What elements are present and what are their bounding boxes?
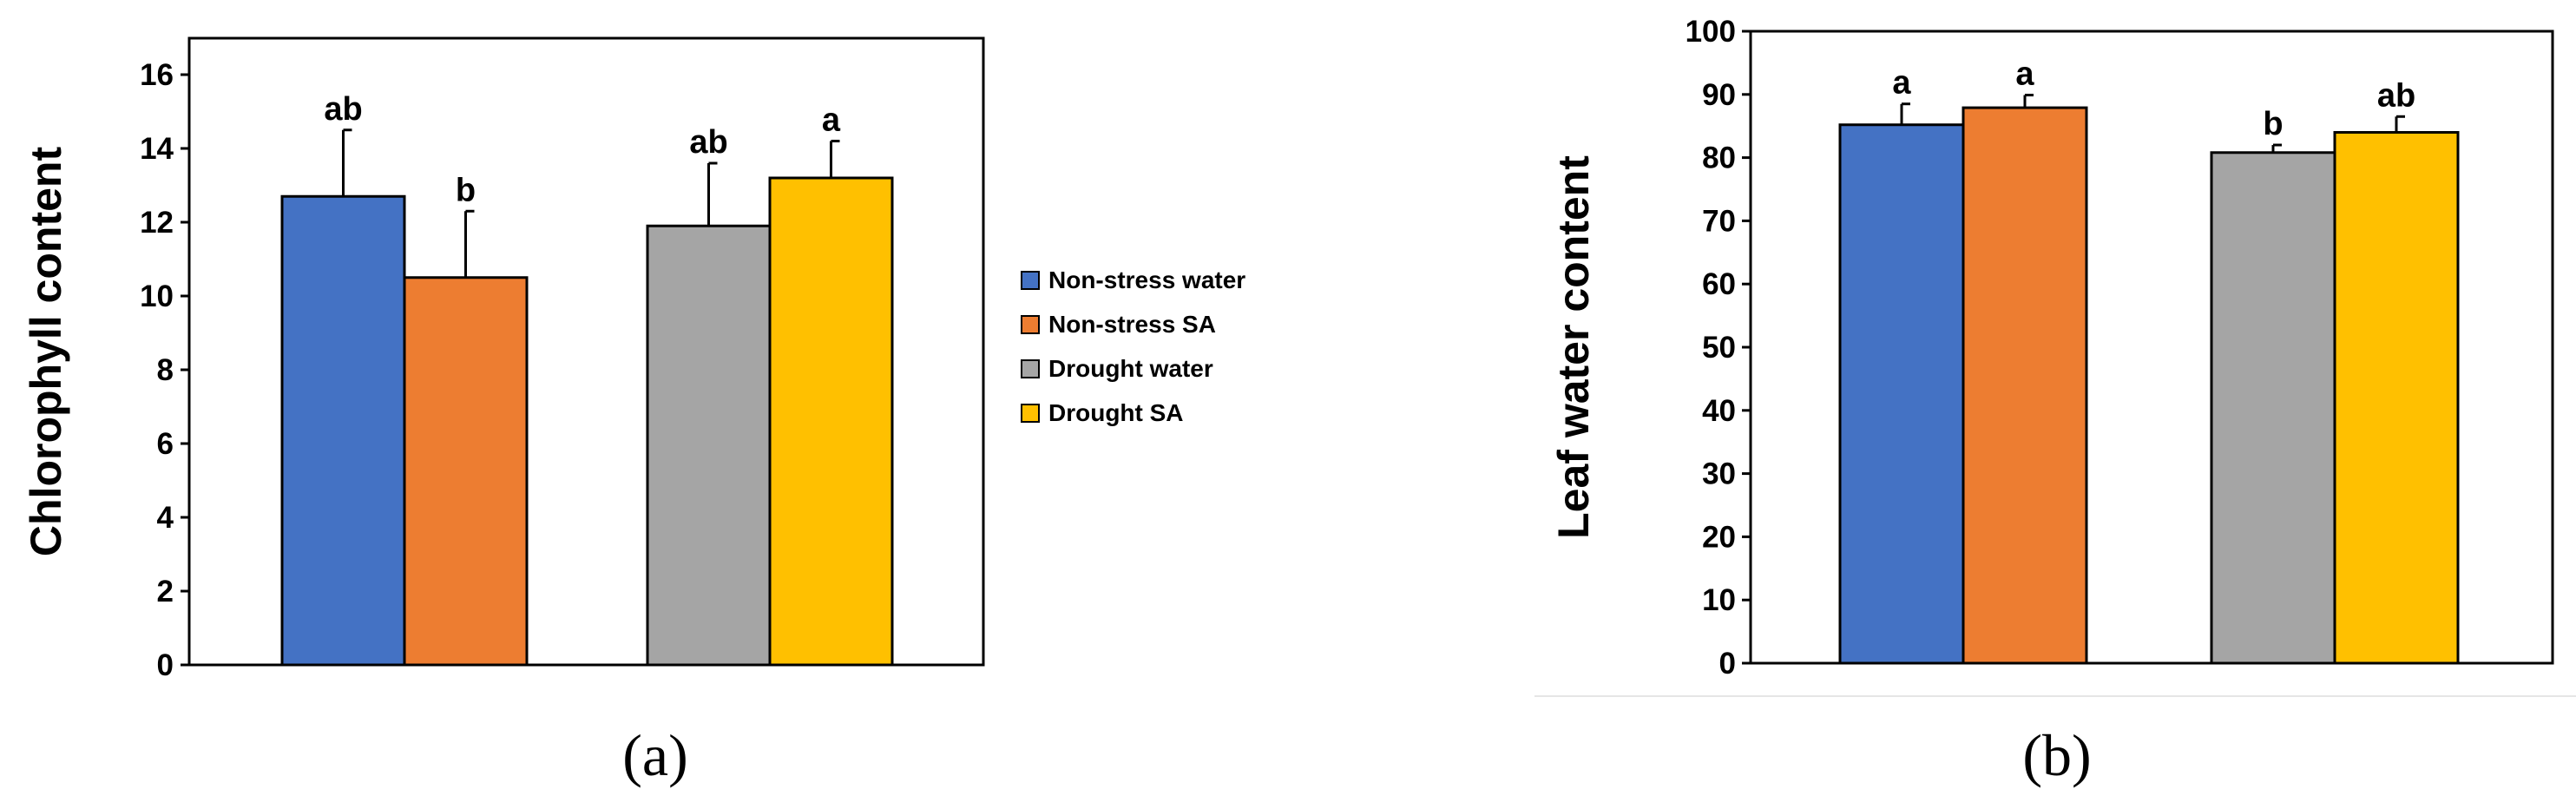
legend-label: Non-stress water <box>1048 266 1245 293</box>
panel-b-y-tick-label: 70 <box>1702 204 1736 238</box>
legend: Non-stress water Non-stress SA Drought wat… <box>1021 266 1245 426</box>
panel-a-significance-letter: b <box>456 172 476 208</box>
panel-a-bar <box>403 276 529 667</box>
panel-b-significance-letter: a <box>2015 56 2034 93</box>
panel-b-caption: (b) <box>2022 722 2091 788</box>
legend-swatch <box>1021 359 1040 378</box>
panel-b-bar <box>1838 123 1965 665</box>
panel-a-y-tick-label: 4 <box>157 501 174 535</box>
panel-b-bar <box>2210 151 2336 665</box>
panel-a-y-tick-label: 0 <box>157 648 174 682</box>
panel-b-significance-letter: b <box>2263 106 2283 142</box>
panel-b-y-tick-label: 60 <box>1702 267 1736 301</box>
panel-b-bar <box>1962 106 2088 665</box>
panel-b-y-tick-label: 50 <box>1702 331 1736 365</box>
panel-a-y-tick-label: 8 <box>157 353 174 387</box>
panel-a-significance-letter: ab <box>324 91 362 128</box>
panel-a-significance-letter: ab <box>689 124 727 161</box>
legend-label: Drought water <box>1048 355 1213 382</box>
legend-swatch <box>1021 315 1040 334</box>
panel-a-significance-letter: a <box>822 102 841 139</box>
panel-b-y-tick-label: 100 <box>1686 15 1736 49</box>
panel-b-significance-letter: a <box>1892 65 1911 102</box>
panel-b-y-tick-label: 0 <box>1719 647 1736 681</box>
legend-label: Drought SA <box>1048 399 1184 426</box>
panel-a-bar <box>280 194 406 667</box>
panel-b-y-axis-label: Leaf water content <box>1549 155 1598 539</box>
panel-a-y-tick-label: 14 <box>140 132 174 166</box>
panel-b-significance-letter: ab <box>2377 77 2415 114</box>
panel-a-chart: 0 2 4 6 8 10 12 14 16 ab b ab a Chlorophyll content… <box>22 36 985 788</box>
panel-a-bar <box>768 176 894 667</box>
panel-a-y-tick-label: 16 <box>140 58 174 92</box>
legend-label: Non-stress SA <box>1048 311 1216 338</box>
panel-a-y-tick-label: 6 <box>157 427 174 461</box>
panel-a-y-tick-label: 2 <box>157 575 174 608</box>
panel-a-bar <box>646 224 772 667</box>
panel-b-y-tick-label: 10 <box>1702 583 1736 617</box>
panel-b-y-tick-label: 90 <box>1702 78 1736 112</box>
panel-a-y-tick-label: 12 <box>140 206 174 240</box>
legend-swatch <box>1021 271 1040 290</box>
panel-b-y-tick-label: 80 <box>1702 141 1736 175</box>
panel-b-bar <box>2333 130 2460 665</box>
panel-a-y-tick-label: 10 <box>140 280 174 313</box>
panel-b-y-tick-label: 30 <box>1702 457 1736 491</box>
panel-b-y-tick-label: 40 <box>1702 394 1736 428</box>
legend-swatch <box>1021 404 1040 423</box>
panel-a-caption: (a) <box>622 722 687 788</box>
panel-a-y-axis-label: Chlorophyll content <box>22 147 70 557</box>
panel-b-y-tick-label: 20 <box>1702 520 1736 554</box>
